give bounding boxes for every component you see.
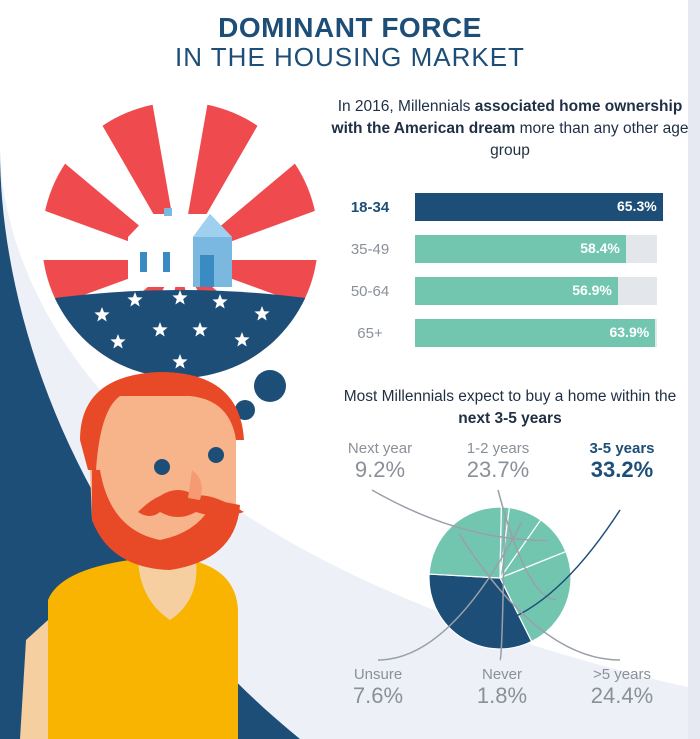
pie-slice-label: >5 years 24.4% xyxy=(562,666,682,708)
bar-category-label: 18-34 xyxy=(350,199,390,216)
bar-chart-intro: In 2016, Millennials associated home own… xyxy=(330,96,690,162)
pie-leader-line xyxy=(377,521,523,661)
bar: 63.9% xyxy=(415,319,656,347)
pie-value-label: 1.8% xyxy=(476,683,528,708)
flag-ray xyxy=(42,131,180,260)
star-icon xyxy=(192,322,208,337)
pie-slice-label: 3-5 years 33.2% xyxy=(562,440,682,482)
question-text: Most Millennials expect to buy a home wi… xyxy=(343,388,677,405)
bar-track: 65.3% xyxy=(415,193,663,221)
thought-bubble-icon xyxy=(235,370,286,420)
pie-slice-label: 1-2 years 23.7% xyxy=(438,440,558,482)
pie-chart-question: Most Millennials expect to buy a home wi… xyxy=(330,386,690,430)
bar-value-label: 58.4% xyxy=(580,240,620,256)
pie-value-label: 24.4% xyxy=(590,683,654,708)
bar-value-label: 56.9% xyxy=(572,282,612,298)
star-icon xyxy=(94,307,110,322)
bar-category-label: 65+ xyxy=(357,325,383,342)
bar-value-label: 65.3% xyxy=(616,198,657,214)
star-icon xyxy=(212,294,228,309)
pie-leader-line xyxy=(371,489,548,542)
pie-value-label: 23.7% xyxy=(466,457,530,482)
star-icon xyxy=(152,322,168,337)
pie-leader-line xyxy=(497,489,557,601)
pie-category-label: Never xyxy=(481,666,522,683)
man-icon xyxy=(20,372,244,739)
bar: 58.4% xyxy=(415,235,626,263)
pie-slice xyxy=(428,573,533,650)
page-title: DOMINANT FORCE xyxy=(218,12,482,43)
bar-category-label: 50-64 xyxy=(350,283,390,300)
star-icon xyxy=(94,290,270,369)
pie-category-label: >5 years xyxy=(593,666,651,683)
intro-text: In 2016, Millennials xyxy=(337,98,475,115)
pie-category-label: Next year xyxy=(347,440,413,457)
pie-category-label: Unsure xyxy=(353,666,403,683)
intro-bold-text: associated home ownership with the Ameri… xyxy=(331,98,683,137)
pie-slice-label: Never 1.8% xyxy=(442,666,562,708)
pie-category-label: 1-2 years xyxy=(466,440,530,457)
flag-ray xyxy=(180,131,318,260)
question-bold-text: next 3-5 years xyxy=(458,410,562,427)
pie-leader-line xyxy=(458,533,621,661)
page-subtitle: IN THE HOUSING MARKET xyxy=(175,42,525,72)
pie-slice-label: Unsure 7.6% xyxy=(318,666,438,708)
star-icon xyxy=(172,290,188,305)
house-icon xyxy=(128,208,232,287)
bar: 65.3% xyxy=(415,193,663,221)
star-icon xyxy=(172,354,188,369)
pie-value-label: 7.6% xyxy=(352,683,404,708)
bar-category-label: 35-49 xyxy=(350,241,390,258)
pie-leader-line xyxy=(466,509,621,630)
pie-slice xyxy=(499,550,572,643)
bar-track: 56.9% xyxy=(415,277,657,305)
pie-category-label: 3-5 years xyxy=(589,440,655,457)
intro-text-end: more than any other age group xyxy=(490,120,689,159)
bar-value-label: 63.9% xyxy=(609,324,650,340)
bar: 56.9% xyxy=(415,277,618,305)
pie-leader-line xyxy=(499,517,506,661)
pie-slice-label: Next year 9.2% xyxy=(320,440,440,482)
star-icon xyxy=(127,292,143,307)
pie-value-label: 9.2% xyxy=(354,457,406,482)
bar-track: 63.9% xyxy=(415,319,657,347)
bar-track: 58.4% xyxy=(415,235,657,263)
star-icon xyxy=(234,332,250,347)
star-icon xyxy=(110,334,126,349)
pie-slice xyxy=(499,506,542,579)
star-icon xyxy=(254,306,270,321)
pie-value-label: 33.2% xyxy=(590,457,654,482)
